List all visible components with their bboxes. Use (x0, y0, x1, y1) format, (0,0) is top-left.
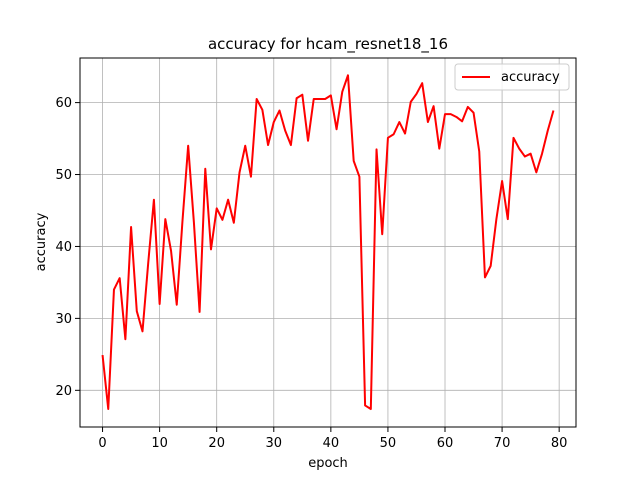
legend: accuracy (454, 63, 570, 91)
x-tick-label: 10 (151, 436, 168, 451)
y-tick-label: 50 (55, 168, 72, 183)
grid (80, 58, 576, 427)
x-tick-label: 40 (323, 436, 340, 451)
x-tick-label: 50 (380, 436, 397, 451)
y-tick-label: 60 (55, 96, 72, 111)
y-axis-label: accuracy (34, 212, 49, 271)
x-tick-label: 0 (98, 436, 106, 451)
x-tick-label: 70 (494, 436, 511, 451)
x-axis-label: epoch (308, 456, 348, 471)
y-axis-ticks: 20 30 40 50 60 (55, 96, 80, 399)
y-tick-label: 20 (55, 384, 72, 399)
legend-box (454, 63, 570, 91)
series-line-accuracy (101, 74, 555, 411)
chart-title: accuracy for hcam_resnet18_16 (208, 35, 448, 54)
plot-frame (79, 57, 577, 428)
y-tick-label: 40 (55, 240, 72, 255)
x-tick-label: 80 (551, 436, 568, 451)
legend-label-accuracy: accuracy (501, 70, 560, 85)
plot-area (80, 58, 576, 427)
y-tick-label: 30 (55, 312, 72, 327)
x-axis-ticks: 0 10 20 30 40 50 60 70 80 (98, 427, 567, 451)
x-tick-label: 20 (208, 436, 225, 451)
x-tick-label: 30 (266, 436, 283, 451)
x-tick-label: 60 (437, 436, 454, 451)
